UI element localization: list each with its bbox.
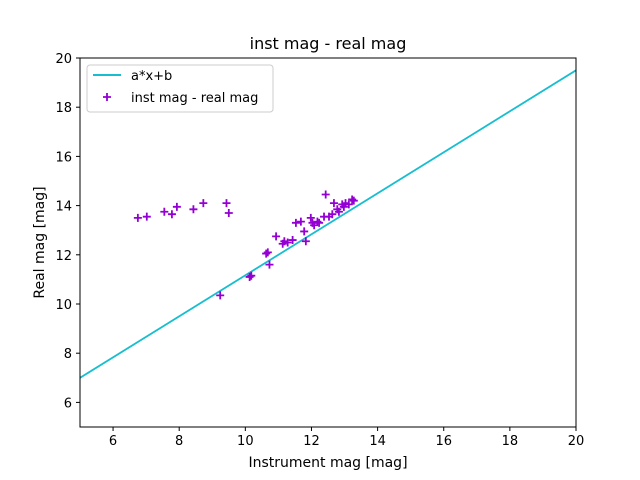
data-point: [199, 199, 208, 208]
data-point: [301, 237, 310, 246]
data-point: [245, 272, 254, 281]
x-tick-label: 10: [237, 434, 254, 449]
legend-label-fit: a*x+b: [131, 69, 172, 84]
data-point: [142, 212, 151, 221]
x-tick-label: 8: [175, 434, 183, 449]
data-point: [328, 210, 337, 219]
data-point: [291, 218, 300, 227]
y-tick-label: 6: [64, 396, 72, 411]
legend-marker-swatch: [103, 93, 111, 101]
data-point: [296, 217, 305, 226]
legend-label-points: inst mag - real mag: [131, 91, 258, 106]
data-point: [247, 271, 256, 280]
data-point: [334, 207, 343, 216]
legend: a*x+b inst mag - real mag: [86, 64, 274, 113]
data-point: [283, 238, 292, 247]
x-tick-label: 16: [435, 434, 452, 449]
data-point: [216, 291, 225, 300]
x-axis-label: Instrument mag [mag]: [248, 455, 407, 471]
data-point: [300, 227, 309, 236]
data-point: [329, 199, 338, 208]
data-point: [348, 195, 357, 204]
y-axis: 6 8 10 12 14 16 18 20: [55, 52, 80, 411]
data-point: [133, 213, 142, 222]
legend-plus-marker: [103, 93, 111, 101]
plot-border: [79, 57, 577, 428]
series-layer: [80, 69, 576, 379]
y-tick-label: 12: [55, 249, 72, 264]
y-tick-label: 8: [64, 347, 72, 362]
data-point: [263, 248, 272, 257]
data-point: [288, 236, 297, 245]
chart-title: inst mag - real mag: [250, 34, 407, 53]
plot-area: [79, 57, 577, 428]
data-point: [349, 196, 358, 205]
data-point: [167, 210, 176, 219]
data-point: [265, 260, 274, 269]
x-axis: 6 8 10 12 14 16 18 20: [109, 427, 584, 449]
y-axis-label: Real mag [mag]: [32, 186, 48, 298]
y-tick-label: 20: [55, 52, 72, 67]
data-point: [339, 202, 348, 211]
data-point: [160, 207, 169, 216]
y-tick-label: 16: [55, 150, 72, 165]
data-point: [306, 213, 315, 222]
data-point: [344, 200, 353, 209]
data-point: [272, 232, 281, 241]
data-point: [224, 208, 233, 217]
x-tick-label: 14: [369, 434, 386, 449]
y-tick-label: 18: [55, 101, 72, 116]
x-tick-label: 20: [568, 434, 585, 449]
series-group: [80, 69, 576, 379]
data-point: [262, 249, 271, 258]
fit-line: [80, 69, 576, 379]
legend-box: [86, 64, 274, 113]
data-point: [222, 199, 231, 208]
data-point: [313, 217, 322, 226]
x-tick-label: 12: [303, 434, 320, 449]
data-point: [172, 202, 181, 211]
y-tick-label: 10: [55, 298, 72, 313]
x-tick-label: 6: [109, 434, 117, 449]
data-point: [321, 190, 330, 199]
x-tick-label: 18: [502, 434, 519, 449]
plot-frame: [80, 58, 576, 427]
data-point: [189, 205, 198, 214]
data-point: [315, 218, 324, 227]
y-tick-label: 14: [55, 200, 72, 215]
